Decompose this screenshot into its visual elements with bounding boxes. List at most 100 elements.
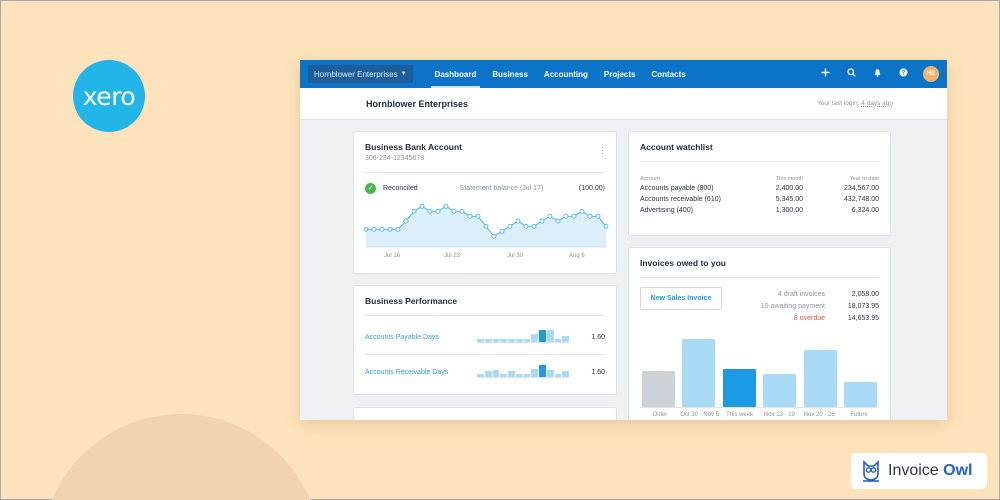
divider [365,354,605,355]
wordmark-invoice: Invoice [888,462,939,479]
table-header: Account This month Year to date [640,174,879,183]
account-number: 306-234-12345678 [365,155,425,162]
help-icon[interactable]: ? [897,68,909,80]
search-icon[interactable] [845,68,857,80]
nav-contacts[interactable]: Contacts [651,69,686,79]
bar-labels: Older Oct 30 - Nov 5 This week Nov 13 - … [640,412,879,418]
owl-icon [863,460,879,482]
svg-text:?: ? [901,71,905,77]
org-switcher-button[interactable]: Hornblower Enterprises ▼ [308,65,413,83]
bar-label: Future [850,412,868,418]
bank-account-card: Business Bank Account 306-234-12345678 ·… [353,131,617,274]
org-switcher-label: Hornblower Enterprises [314,69,398,79]
performance-row: Accounts Payable Days 1.60 [365,330,605,344]
bar-label: This week [726,412,754,418]
bar-nov20-26[interactable] [803,350,837,407]
bar-oct30-nov5[interactable] [682,339,716,407]
user-avatar[interactable]: HE [923,66,939,82]
reconciled-status: Reconciled [383,184,418,192]
reconcile-row: ✓ Reconciled Statement balance (Jul 17) … [365,182,605,194]
this-month-value: 1,300.00 [775,207,803,214]
bar-nov13-19[interactable] [763,374,797,407]
overdue-stat[interactable]: 8 overdue 14,653.95 [761,312,879,324]
bell-icon[interactable] [871,68,883,80]
x-label: Jul 16 [384,253,401,259]
bar-future[interactable] [843,382,877,407]
table-row[interactable]: Accounts payable (800) 2,400.00 234,567.… [640,183,879,194]
account-name: Advertising (400) [640,207,693,214]
bar-older[interactable] [642,371,675,407]
page-header: Hornblower Enterprises Your last login: … [300,88,947,120]
x-label: Jul 23 [444,253,461,259]
bar-label: Nov 20 - 26 [803,412,835,418]
this-month-value: 5,345.00 [775,196,803,203]
header-this-month: This month [775,175,803,182]
plus-icon[interactable] [819,68,831,80]
payable-days-value: 1.60 [591,333,605,341]
divider [640,161,879,162]
more-options-icon[interactable]: · · · [601,142,604,158]
bar-label: Oct 30 - Nov 5 [680,412,720,418]
stat-value: 2,058.00 [851,290,879,298]
stat-value: 18,073.95 [847,302,879,310]
watchlist-title: Account watchlist [640,142,713,152]
watchlist-table: Account This month Year to date Accounts… [640,174,879,216]
ytd-value: 6,324.00 [851,207,879,214]
account-watchlist-card: Account watchlist Account This month Yea… [628,131,891,236]
statement-label: Statement balance (Jul 17) [459,184,544,192]
invoices-bar-chart [640,328,879,408]
top-navigation: Hornblower Enterprises ▼ Dashboard Busin… [300,60,947,88]
invoiceowl-wordmark: Invoice Owl [888,462,973,480]
ytd-value: 432,748.00 [843,196,879,203]
header-account: Account [640,175,660,182]
table-row[interactable]: Accounts receivable (610) 5,345.00 432,7… [640,194,879,205]
stat-label: 4 draft invoices [777,290,825,298]
account-name: Accounts payable (800) [640,185,714,192]
divider [640,277,879,278]
nav-projects[interactable]: Projects [603,69,636,79]
ytd-value: 234,567.00 [843,185,879,192]
last-login-link[interactable]: 4 days ago [861,100,893,107]
accounts-receivable-days-link[interactable]: Accounts Receivable Days [365,368,449,376]
nav-accounting[interactable]: Accounting [543,69,588,79]
invoices-owed-card: Invoices owed to you New Sales Invoice 4… [628,247,891,420]
table-row[interactable]: Advertising (400) 1,300.00 6,324.00 [640,205,879,216]
last-login: Your last login: 4 days ago [817,100,893,107]
page-title: Hornblower Enterprises [366,98,469,109]
xero-dashboard-window: Hornblower Enterprises ▼ Dashboard Busin… [300,60,947,420]
stat-label: 8 overdue [793,314,825,322]
awaiting-payment-stat[interactable]: 10 awaiting payment 18,073.95 [761,300,879,312]
stat-value: 14,653.95 [847,314,879,322]
nav-dashboard[interactable]: Dashboard [427,60,485,88]
nav-business[interactable]: Business [492,69,528,79]
partial-card [353,407,617,420]
caret-down-icon: ▼ [400,71,407,77]
bar-this-week[interactable] [722,369,756,407]
nav-menu: Dashboard Business Accounting Projects C… [427,60,694,88]
new-sales-invoice-button[interactable]: New Sales Invoice [640,287,722,310]
divider [365,172,605,173]
performance-row: Accounts Receivable Days 1.60 [365,365,605,379]
bar-label: Nov 13 - 19 [763,412,795,418]
receivable-days-value: 1.60 [591,368,605,376]
x-label: Jul 30 [507,253,524,259]
stat-label: 10 awaiting payment [760,302,825,310]
xero-logo: xero [73,60,145,132]
this-month-value: 2,400.00 [775,185,803,192]
payable-sparkline [477,330,569,343]
divider [365,315,605,316]
x-label: Aug 6 [569,253,585,259]
bar-label: Older [652,412,668,418]
accounts-payable-days-link[interactable]: Accounts Payable Days [365,333,439,341]
header-year-to-date: Year to date [849,175,879,182]
account-name: Accounts receivable (610) [640,196,721,203]
last-login-label: Your last login: [816,100,862,107]
decorative-circle [41,414,321,500]
invoiceowl-logo: Invoice Owl [851,453,987,489]
invoice-stats: 4 draft invoices 2,058.00 10 awaiting pa… [761,288,879,324]
business-performance-card: Business Performance Accounts Payable Da… [353,285,617,395]
balance-line-chart [363,203,609,248]
invoices-title: Invoices owed to you [640,258,726,268]
statement-value: (100.00) [578,184,605,192]
draft-invoices-stat[interactable]: 4 draft invoices 2,058.00 [761,288,879,300]
